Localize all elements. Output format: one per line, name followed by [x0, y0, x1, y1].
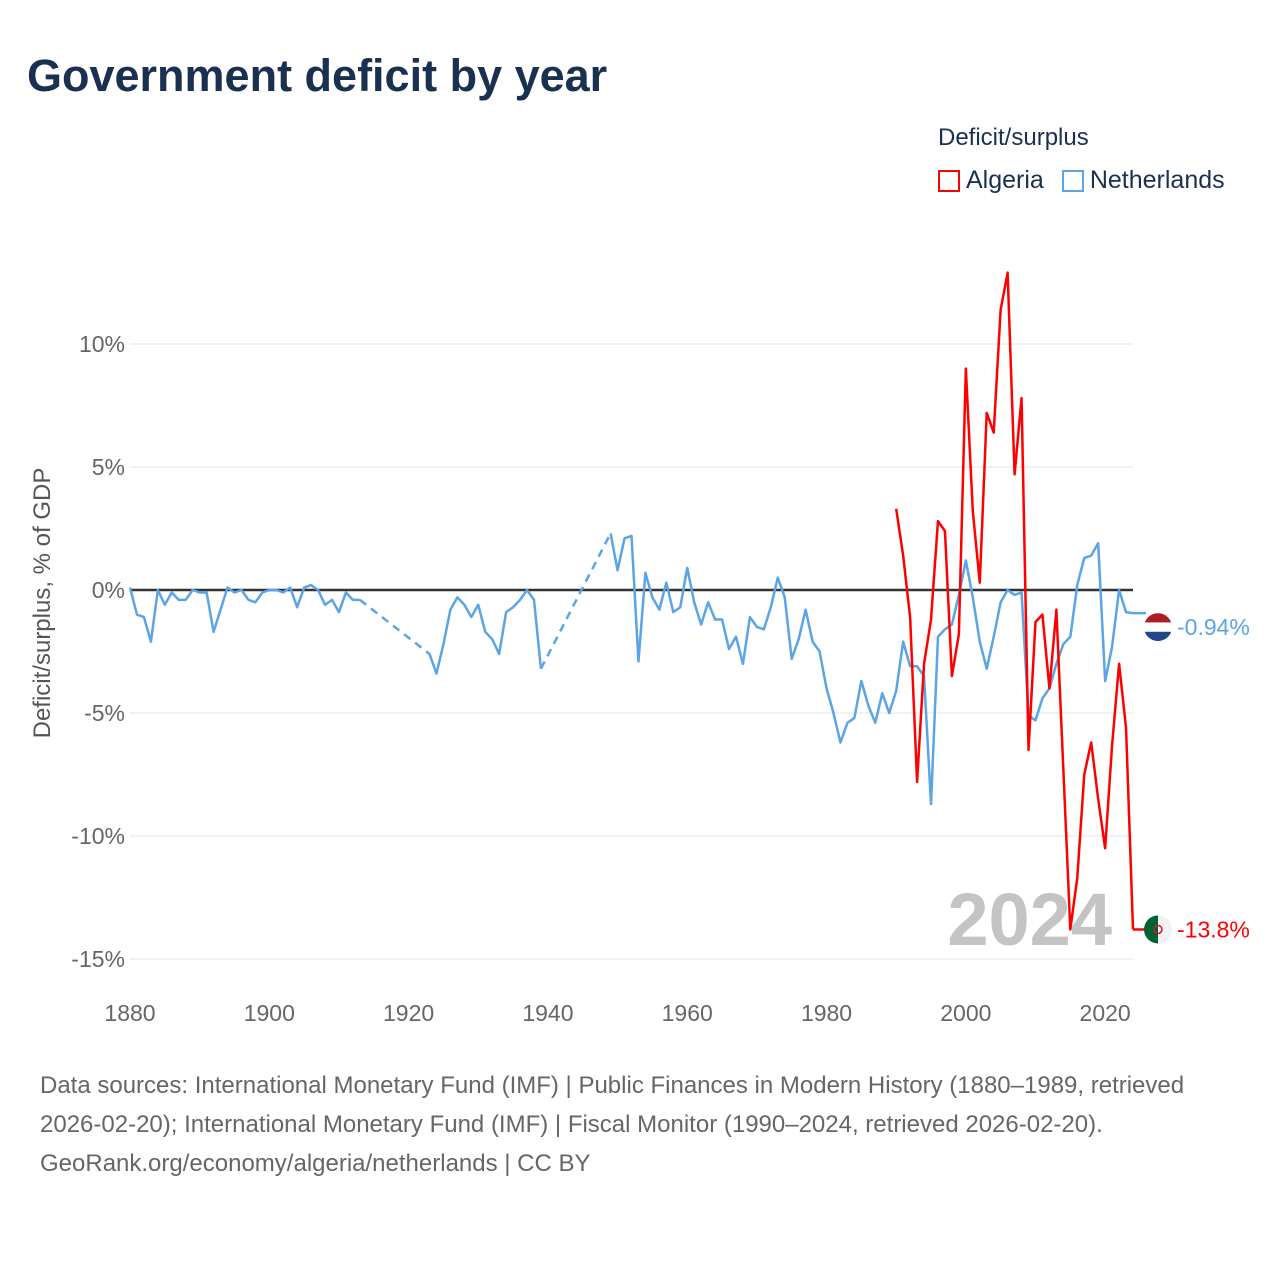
data-sources: Data sources: International Monetary Fun…	[40, 1072, 1185, 1138]
algeria-line	[894, 271, 1135, 931]
netherlands-line	[609, 533, 1134, 806]
x-tick-label: 1980	[801, 1000, 852, 1026]
y-tick-label: 0%	[92, 577, 125, 603]
netherlands-flag-icon	[1144, 613, 1172, 642]
legend-label-netherlands: Netherlands	[1089, 166, 1225, 194]
y-tick-label: -5%	[84, 700, 125, 726]
chart-title: Government deficit by year	[27, 50, 608, 101]
x-tick-label: 1940	[522, 1000, 573, 1026]
credit-link[interactable]: GeoRank.org/economy/algeria/netherlands …	[40, 1150, 591, 1177]
y-tick-label: -10%	[71, 823, 125, 849]
algeria-flag-icon	[1144, 915, 1172, 944]
netherlands-gap-line	[359, 598, 431, 655]
footer: Data sources: International Monetary Fun…	[40, 1066, 1240, 1183]
x-tick-label: 1880	[104, 1000, 155, 1026]
y-tick-labels: 10% 5% 0% -5% -10% -15%	[71, 331, 125, 972]
x-tick-label: 1920	[383, 1000, 434, 1026]
x-tick-label: 2000	[940, 1000, 991, 1026]
y-tick-label: -15%	[71, 946, 125, 972]
legend-item-algeria[interactable]: Algeria	[938, 166, 1044, 195]
y-axis-label: Deficit/surplus, % of GDP	[29, 468, 56, 739]
netherlands-line	[428, 588, 543, 675]
algeria-end-label: -13.8%	[1177, 916, 1250, 942]
legend-swatch-algeria	[938, 169, 960, 192]
x-tick-labels: 1880 1900 1920 1940 1960 1980 2000 2020	[104, 1000, 1130, 1026]
legend-swatch-netherlands	[1061, 169, 1084, 192]
y-tick-label: 5%	[92, 454, 125, 480]
gridlines	[130, 343, 1133, 960]
x-tick-label: 1900	[244, 1000, 295, 1026]
x-tick-label: 2020	[1080, 1000, 1131, 1026]
series-lines	[128, 271, 1135, 931]
netherlands-line	[128, 583, 360, 643]
legend-title: Deficit/surplus	[938, 124, 1089, 151]
legend-label-algeria: Algeria	[966, 166, 1044, 194]
legend: Algeria Netherlands	[938, 166, 1225, 195]
netherlands-end-label: -0.94%	[1177, 614, 1250, 640]
series-end-markers: -0.94% -13.8%	[1133, 611, 1250, 944]
y-tick-label: 10%	[79, 331, 125, 357]
year-watermark: 2024	[947, 878, 1112, 961]
x-tick-label: 1960	[662, 1000, 713, 1026]
chart-plot: 2024 10% 5% 0% -5% -10% -15% 1880 1900 1920 1940…	[29, 271, 1250, 1026]
netherlands-gap-line	[539, 532, 612, 670]
legend-item-netherlands[interactable]: Netherlands	[1061, 166, 1225, 195]
